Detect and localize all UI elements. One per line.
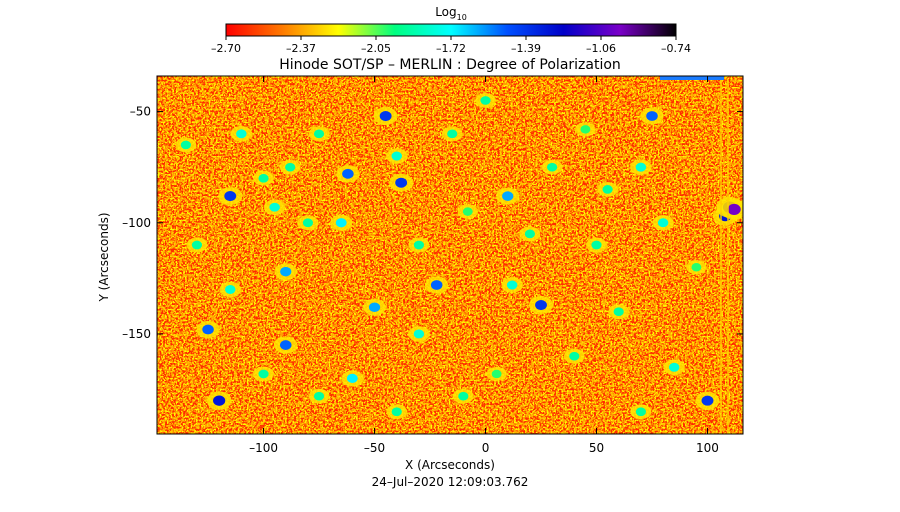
feature-core (613, 307, 624, 317)
feature-core (727, 203, 741, 216)
feature-core (591, 240, 602, 250)
y-tick-label: –150 (122, 327, 151, 341)
feature-core (302, 218, 314, 228)
feature-core (580, 125, 591, 134)
colorbar-ticks: –2.70 –2.37 –2.05 –1.72 –1.39 –1.06 –0.74 (211, 36, 691, 55)
feature-core (447, 129, 458, 139)
feature-core (668, 362, 680, 372)
feature-core (635, 162, 647, 172)
feature-core (224, 284, 236, 294)
feature-core (691, 263, 702, 272)
feature-core (391, 151, 402, 161)
colorbar-tick-label: –2.70 (211, 42, 241, 55)
colorbar-tick-label: –1.06 (586, 42, 616, 55)
feature-core (506, 280, 518, 290)
feature-core (458, 391, 469, 401)
feature-core (413, 240, 425, 250)
colorbar: Log10 –2.70 –2.37 –2.05 –1.72 –1.39 –1.06 –0.7… (211, 5, 691, 55)
feature-core (379, 110, 392, 122)
timestamp: 24–Jul–2020 12:09:03.762 (372, 475, 529, 489)
y-tick-label: –50 (130, 105, 151, 119)
colorbar-tick-label: –2.05 (361, 42, 391, 55)
feature-core (395, 177, 408, 188)
colorbar-tick-label: –2.37 (286, 42, 316, 55)
colorbar-tick-label: –0.74 (661, 42, 691, 55)
scan-edge-line-2 (727, 80, 729, 434)
top-edge-strip (660, 76, 724, 80)
feature-core (313, 391, 325, 401)
x-tick-label: –50 (364, 441, 385, 455)
x-tick-label: –100 (249, 441, 278, 455)
feature-core (202, 324, 214, 335)
feature-core (368, 302, 381, 313)
feature-core (279, 340, 292, 350)
feature-core (391, 407, 402, 417)
feature-core (535, 299, 547, 311)
x-axis-ticks: –100 –50 0 50 100 (249, 76, 719, 455)
y-axis-label: Y (Arcseconds) (97, 212, 111, 302)
colorbar-label-base: Log (435, 5, 456, 19)
feature-core (285, 162, 296, 172)
x-tick-label: 0 (482, 441, 490, 455)
feature-core (602, 185, 613, 194)
feature-core (646, 111, 658, 121)
feature-core (313, 129, 325, 139)
y-axis-ticks: –50 –100 –150 (122, 105, 743, 341)
colorbar-tick-label: –1.39 (511, 42, 541, 55)
colorbar-tick-label: –1.72 (436, 42, 466, 55)
feature-core (236, 129, 247, 139)
feature-core (413, 329, 425, 339)
heatmap-features (175, 93, 743, 420)
y-tick-label: –100 (122, 216, 151, 230)
feature-core (224, 191, 237, 202)
feature-core (180, 140, 191, 150)
feature-core (547, 162, 558, 172)
feature-core (430, 280, 443, 290)
feature-core (258, 173, 269, 183)
feature-core (462, 207, 473, 216)
feature-core (342, 168, 354, 179)
feature-core (335, 218, 347, 228)
feature-core (502, 191, 514, 201)
feature-core (213, 395, 226, 406)
feature-core (258, 369, 269, 379)
x-tick-label: 50 (589, 441, 604, 455)
x-tick-label: 100 (696, 441, 719, 455)
colorbar-label: Log10 (435, 5, 467, 22)
colorbar-swatch (226, 24, 676, 36)
feature-core (657, 218, 669, 228)
plot-frame (156, 75, 744, 435)
feature-core (701, 395, 714, 406)
chart-title: Hinode SOT/SP – MERLIN : Degree of Polar… (279, 57, 621, 73)
x-axis-label: X (Arcseconds) (405, 458, 495, 472)
colorbar-label-sub: 10 (457, 13, 467, 22)
scan-edge-line (720, 80, 722, 434)
feature-core (524, 229, 536, 239)
feature-core (491, 369, 502, 379)
feature-core (346, 373, 358, 384)
feature-core (569, 351, 580, 361)
feature-core (269, 202, 280, 212)
feature-core (191, 240, 203, 250)
feature-core (280, 266, 292, 277)
heatmap-plot: –100 –50 0 50 100 –50 –100 –150 (122, 75, 744, 455)
feature-core (635, 407, 646, 417)
feature-core (480, 96, 491, 105)
